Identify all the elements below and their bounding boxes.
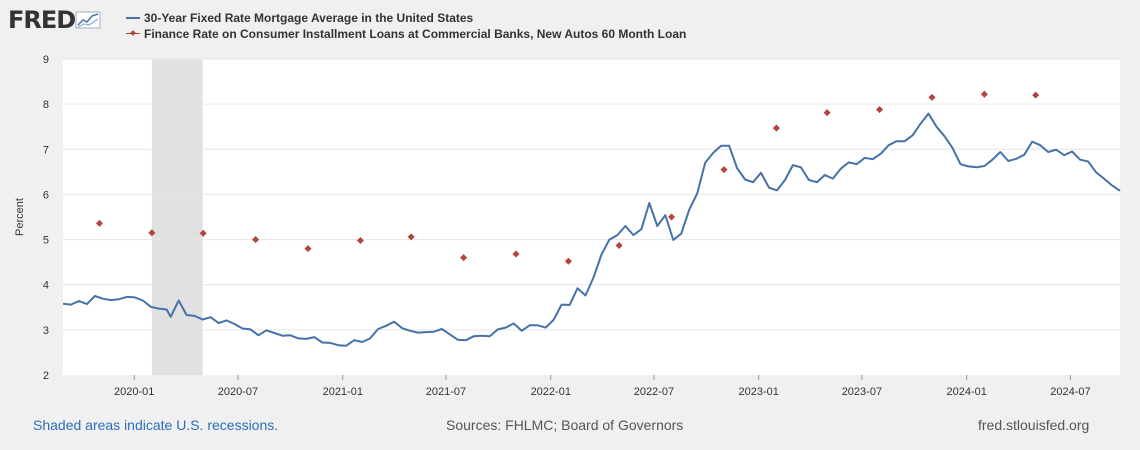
auto-loan-rate-point[interactable] [356, 236, 364, 245]
y-tick-label: 4 [43, 280, 49, 292]
y-tick-label: 7 [43, 144, 49, 156]
auto-loan-rate-point[interactable] [252, 236, 260, 244]
legend-line-swatch [126, 17, 140, 19]
sources-text: Sources: FHLMC; Board of Governors [446, 417, 684, 433]
x-tick-label: 2021-07 [426, 386, 466, 398]
fred-logo[interactable]: FRED [8, 6, 101, 34]
recession-shading [151, 59, 203, 375]
legend: 30-Year Fixed Rate Mortgage Average in t… [126, 10, 686, 42]
x-tick-label: 2023-01 [739, 386, 779, 398]
auto-loan-rate-point[interactable] [460, 254, 468, 262]
auto-loan-rate-point[interactable] [407, 233, 415, 241]
chart-trend-icon [75, 11, 101, 29]
y-tick-label: 5 [43, 235, 49, 247]
auto-loan-rate-point[interactable] [823, 109, 831, 117]
y-tick-label: 2 [43, 370, 49, 382]
x-tick-label: 2022-01 [531, 386, 571, 398]
y-tick-label: 8 [43, 99, 49, 111]
auto-loan-rate-point[interactable] [148, 229, 156, 237]
auto-loan-rate-point[interactable] [564, 257, 572, 265]
x-tick-label: 2024-07 [1050, 386, 1090, 398]
recession-note-link[interactable]: Shaded areas indicate U.S. recessions. [33, 417, 279, 433]
plot-area [63, 59, 1120, 375]
auto-loan-rate-point[interactable] [772, 124, 780, 132]
fred-url-link[interactable]: fred.stlouisfed.org [978, 417, 1090, 433]
auto-loan-rate-point[interactable] [615, 241, 623, 249]
auto-loan-rate-point[interactable] [95, 219, 104, 227]
legend-label: 30-Year Fixed Rate Mortgage Average in t… [144, 11, 474, 25]
x-tick-label: 2020-01 [114, 386, 154, 398]
auto-loan-rate-point[interactable] [876, 106, 884, 114]
x-tick-label: 2021-01 [323, 386, 363, 398]
x-tick-label: 2024-01 [947, 386, 987, 398]
auto-loan-rate-point[interactable] [199, 229, 207, 237]
x-tick-label: 2022-07 [634, 386, 674, 398]
mortgage-rate-line [62, 112, 1121, 347]
x-tick-label: 2020-07 [218, 386, 258, 398]
auto-loan-rate-point[interactable] [980, 90, 988, 98]
auto-loan-rate-point[interactable] [928, 93, 936, 101]
legend-item-auto-loans[interactable]: Finance Rate on Consumer Installment Loa… [126, 26, 686, 42]
y-tick-label: 6 [43, 189, 49, 201]
auto-loan-rate-point[interactable] [304, 245, 312, 253]
legend-diamond-swatch [126, 29, 140, 39]
auto-loan-rate-point[interactable] [512, 250, 520, 258]
y-axis-label: Percent [14, 198, 26, 236]
x-tick-label: 2023-07 [842, 386, 882, 398]
y-tick-label: 9 [43, 54, 49, 66]
y-tick-label: 3 [43, 325, 49, 337]
auto-loan-rate-point[interactable] [668, 213, 676, 221]
legend-label: Finance Rate on Consumer Installment Loa… [144, 27, 687, 41]
logo-text: FRED [8, 6, 76, 34]
legend-item-mortgage[interactable]: 30-Year Fixed Rate Mortgage Average in t… [126, 10, 686, 26]
auto-loan-rate-point[interactable] [720, 166, 728, 174]
